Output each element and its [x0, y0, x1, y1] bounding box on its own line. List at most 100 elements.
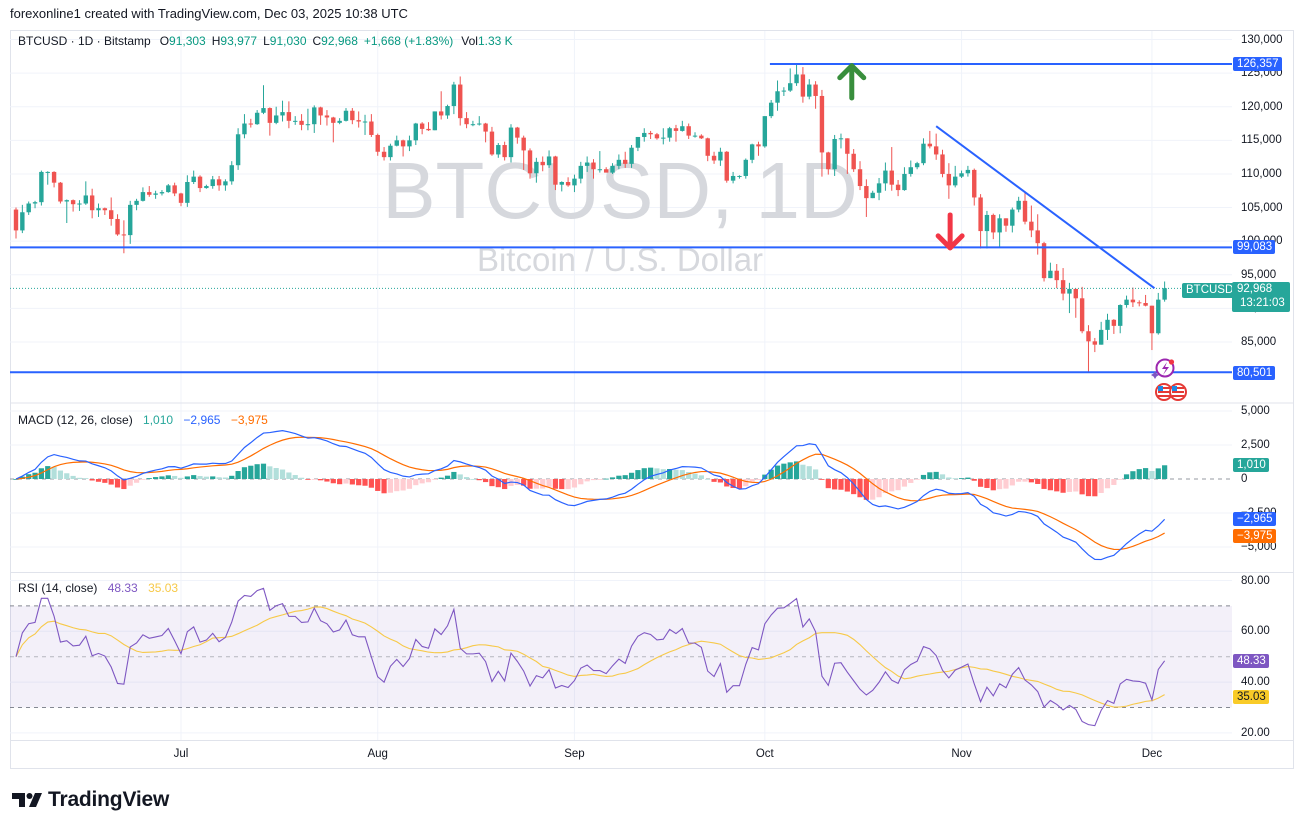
us-economic-event-flag-icon: [1155, 383, 1173, 401]
macd-histogram-bar: [318, 479, 324, 481]
candle: [191, 176, 196, 183]
macd-histogram-bar: [641, 468, 647, 479]
macd-histogram-bar: [958, 478, 965, 479]
candle: [584, 162, 590, 166]
price-axis-label: 95,000: [1241, 268, 1277, 281]
rsi-title[interactable]: RSI (14, close): [18, 581, 98, 595]
candle: [375, 134, 380, 152]
macd-histogram-bar: [635, 470, 641, 479]
level-126357-tag[interactable]: 126,357: [1233, 57, 1282, 71]
candle: [832, 138, 837, 170]
macd-histogram-bar: [1073, 479, 1079, 492]
macd-histogram-bar: [1155, 468, 1161, 479]
macd-histogram-bar: [1162, 465, 1168, 479]
candle: [845, 138, 850, 154]
macd-histogram-bar: [203, 476, 209, 479]
time-axis-label: Aug: [367, 748, 388, 760]
open-label: O: [159, 34, 170, 48]
time-axis-label: Oct: [755, 748, 774, 760]
candle: [857, 169, 863, 187]
macd-histogram-bar: [946, 477, 952, 479]
candle: [730, 175, 736, 181]
candle: [946, 173, 952, 186]
symbol-legend[interactable]: BTCUSD · 1D · Bitstamp O 91,303 H 93,977 L…: [18, 34, 519, 48]
candle: [32, 202, 38, 204]
time-axis-label: Dec: [1141, 748, 1163, 760]
macd-histogram-bar: [1098, 479, 1104, 493]
candle: [204, 186, 209, 189]
candle: [470, 124, 476, 126]
macd-legend[interactable]: MACD (12, 26, close) 1,010 −2,965 −3,975: [18, 413, 275, 427]
macd-histogram-bar: [1035, 479, 1041, 484]
candle: [737, 175, 742, 177]
volume-label: Vol: [461, 34, 478, 48]
level-80501-tag[interactable]: 80,501: [1233, 366, 1276, 380]
candle: [597, 169, 603, 171]
macd-histogram-bar: [540, 479, 546, 489]
candle: [445, 106, 450, 116]
candle: [762, 116, 768, 147]
candle: [438, 111, 444, 116]
macd-histogram-bar: [394, 479, 400, 492]
candle: [908, 167, 913, 174]
macd-histogram-bar: [679, 470, 685, 479]
candle: [546, 156, 552, 166]
candle: [45, 171, 50, 173]
candle: [216, 179, 222, 186]
candle: [515, 127, 520, 138]
tradingview-logo[interactable]: TradingView: [12, 788, 169, 812]
macd-histogram-bar: [172, 475, 178, 479]
candle: [686, 126, 691, 136]
macd-histogram-bar: [13, 479, 19, 480]
macd-histogram-bar: [533, 479, 539, 489]
symbol-title[interactable]: BTCUSD · 1D · Bitstamp: [18, 34, 151, 48]
macd-histogram-bar: [939, 474, 946, 479]
watermark-title: BTCUSD, 1D: [382, 146, 858, 235]
macd-histogram-bar: [971, 479, 977, 481]
macd-histogram-bar: [356, 479, 362, 486]
macd-pane: [10, 430, 1232, 561]
candle: [483, 123, 488, 132]
macd-histogram-bar: [565, 479, 571, 490]
level-99083-tag[interactable]: 99,083: [1233, 240, 1276, 254]
candle: [413, 123, 418, 141]
candle: [933, 146, 939, 155]
macd-histogram-bar: [241, 467, 248, 479]
macd-axis-label: −5,000: [1241, 541, 1277, 553]
candle: [489, 131, 495, 155]
macd-histogram-bar: [1022, 479, 1028, 482]
macd-histogram-bar: [254, 464, 260, 479]
candle: [337, 120, 342, 123]
candle: [210, 179, 215, 187]
rsi-legend[interactable]: RSI (14, close) 48.33 35.03: [18, 581, 185, 595]
macd-line-value: −2,965: [183, 413, 221, 427]
macd-histogram-bar: [1092, 479, 1098, 497]
change-value: +1,668 (+1.83%): [363, 34, 454, 48]
rsi-ma-line: [15, 606, 1165, 708]
candle: [83, 195, 89, 204]
candle: [724, 151, 729, 181]
candle: [324, 115, 330, 118]
macd-histogram-bar: [273, 468, 279, 479]
macd-histogram-bar: [673, 469, 679, 479]
candle: [895, 184, 901, 191]
candle: [299, 120, 304, 125]
rsi-axis-label: 20.00: [1241, 726, 1270, 739]
rsi-pane: [10, 587, 1232, 727]
macd-histogram-bar: [977, 479, 984, 487]
candle: [756, 144, 761, 147]
macd-histogram-bar: [483, 479, 489, 483]
last-price-box: 92,968 13:21:03: [1232, 282, 1290, 312]
macd-histogram-bar: [743, 479, 749, 487]
macd-histogram-bar: [368, 479, 374, 488]
macd-title[interactable]: MACD (12, 26, close): [18, 413, 133, 427]
macd-histogram-bar: [774, 465, 781, 479]
macd-histogram-bar: [990, 479, 996, 491]
macd-histogram-bar: [127, 479, 133, 486]
macd-histogram-bar: [343, 479, 349, 484]
candle: [1079, 298, 1085, 332]
candle: [768, 102, 774, 117]
candle: [813, 84, 818, 96]
candle: [775, 91, 780, 103]
